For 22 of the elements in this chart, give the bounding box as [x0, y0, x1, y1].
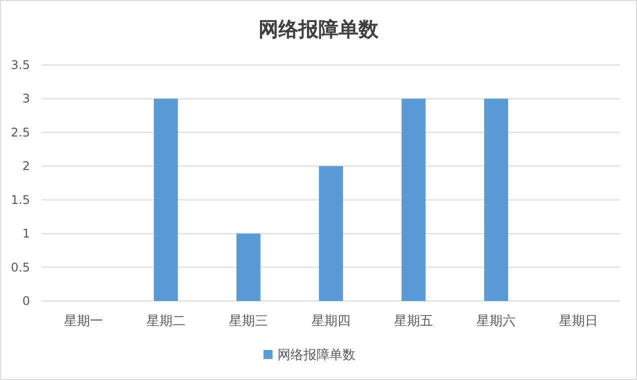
y-tick-label: 3.5	[10, 58, 30, 72]
chart-title: 网络报障单数	[258, 17, 380, 41]
y-tick-label: 1	[22, 226, 30, 241]
y-tick-label: 0.5	[10, 260, 30, 274]
x-tick-label: 星期一	[64, 314, 103, 329]
y-tick-label: 2	[22, 159, 30, 174]
bar	[402, 98, 426, 301]
x-tick-label: 星期日	[559, 314, 598, 329]
y-tick-label: 1.5	[10, 192, 30, 207]
x-tick-label: 星期四	[312, 314, 350, 329]
bar	[319, 166, 343, 301]
y-tick-label: 3	[22, 92, 30, 106]
legend-label: 网络报障单数	[278, 348, 356, 363]
y-tick-label: 0	[22, 294, 30, 308]
bar	[484, 98, 508, 301]
x-tick-label: 星期二	[146, 314, 186, 329]
bar	[236, 234, 260, 301]
bar	[154, 98, 178, 301]
y-tick-label: 2.5	[10, 125, 30, 140]
x-tick-label: 星期五	[394, 314, 434, 329]
x-tick-label: 星期六	[476, 314, 516, 329]
x-tick-label: 星期三	[228, 314, 268, 329]
